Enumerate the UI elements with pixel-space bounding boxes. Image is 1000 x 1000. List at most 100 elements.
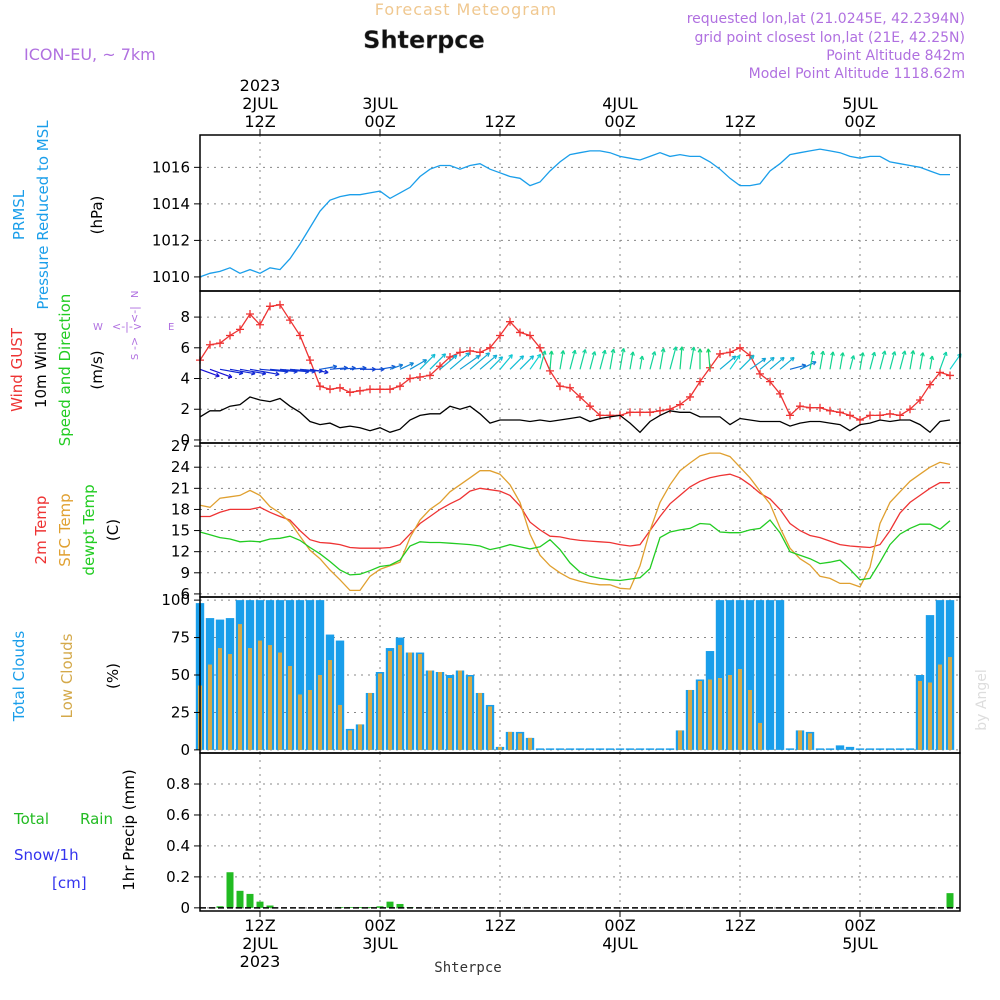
y-tick-label: 6 <box>180 339 190 357</box>
total-cloud-bar <box>715 600 725 750</box>
wind-arrow-head <box>475 354 481 360</box>
wind-arrow <box>639 355 643 370</box>
wind-arrow <box>579 349 586 370</box>
wind-arrow-head <box>465 352 471 357</box>
wind-arrow <box>219 368 244 374</box>
wind-arrow <box>649 351 656 370</box>
gust-marker <box>276 300 284 309</box>
pressure-ylabel: (hPa) <box>88 196 106 235</box>
gust-marker <box>666 405 674 414</box>
wind-arrow <box>449 352 470 370</box>
total-cloud-bar <box>335 640 345 750</box>
gust-marker <box>246 310 254 319</box>
gust-marker <box>926 380 934 389</box>
low-cloud-bar <box>438 672 442 750</box>
series-line <box>200 473 950 549</box>
gust-marker <box>396 382 404 391</box>
y-tick-label: 0 <box>180 431 190 449</box>
compass-n: N <box>130 291 141 298</box>
wind-arrow <box>409 359 427 370</box>
snow-label: Snow/1h <box>14 846 79 864</box>
x-tick-label-bottom: 4JUL <box>602 934 638 953</box>
x-tick-label-top: 12Z <box>244 112 275 131</box>
wind-arrow-head <box>630 351 635 356</box>
wind-arrow-head <box>812 360 817 366</box>
y-tick-label: 8 <box>180 308 190 326</box>
total-cloud-bar <box>575 748 585 750</box>
wind-arrow-head <box>850 355 856 360</box>
wind-arrow <box>769 357 785 370</box>
wind-arrow-head <box>422 359 428 364</box>
wind-arrow-head <box>536 353 542 359</box>
gust-marker <box>426 371 434 380</box>
x-tick-label-top: 2023 <box>240 76 281 95</box>
x-tick-label-bottom: 5JUL <box>842 934 878 953</box>
x-tick-label-top: 12Z <box>724 112 755 131</box>
wind-arrow <box>419 353 436 370</box>
compass-arrows: <-|-> <box>112 320 142 333</box>
gust-marker <box>366 385 374 394</box>
gust-marker <box>356 386 364 395</box>
gust-marker <box>656 406 664 415</box>
panel-frame <box>199 752 961 912</box>
info-model-altitude: Model Point Altitude 1118.62m <box>749 66 965 82</box>
gust-marker <box>226 331 234 340</box>
gust-marker <box>456 348 464 357</box>
data-marks-layer <box>195 148 962 909</box>
wind-arrow <box>529 353 542 370</box>
series-line <box>199 304 951 421</box>
low-clouds-label: Low Clouds <box>58 633 76 718</box>
wind-arrow <box>349 367 367 370</box>
low-cloud-bar <box>208 664 212 750</box>
gust-marker <box>236 325 244 334</box>
series-line <box>199 452 951 592</box>
compass-s: S <box>130 354 141 360</box>
low-cloud-bar <box>808 733 812 750</box>
gust-marker <box>946 371 954 380</box>
wind-arrow-head <box>441 353 447 358</box>
x-tick-label-bottom: 3JUL <box>362 934 398 953</box>
wind-arrow <box>569 350 576 370</box>
low-cloud-bar <box>338 704 342 750</box>
wind-arrow <box>659 348 665 370</box>
gust-marker <box>326 385 334 394</box>
wind-arrow-head <box>735 354 741 360</box>
gust-marker <box>486 343 494 352</box>
low-cloud-bar <box>278 652 282 750</box>
y-tick-label: 0.4 <box>166 837 190 855</box>
wind-arrow-head <box>859 352 865 357</box>
y-tick-label: 1010 <box>152 268 190 286</box>
low-cloud-bar <box>708 679 712 750</box>
low-cloud-bar <box>798 730 802 750</box>
wind-arrow-head <box>492 354 498 360</box>
wind-arrow <box>289 368 316 373</box>
temp-label: 2m Temp <box>32 496 50 565</box>
wind-arrow <box>339 367 356 370</box>
gust-marker <box>626 408 634 417</box>
precip-bar <box>386 901 394 908</box>
wind-arrow-head <box>548 350 554 355</box>
wind-arrow-head <box>215 372 220 378</box>
wind-arrow <box>707 348 711 370</box>
wind-arrow <box>379 366 396 370</box>
low-cloud-bar <box>248 648 252 750</box>
gust-marker <box>676 400 684 409</box>
wind-arrow-head <box>910 350 916 355</box>
panel-frames-layer <box>199 134 961 912</box>
gust-marker <box>876 411 884 420</box>
total-cloud-bar <box>635 748 645 750</box>
low-cloud-bar <box>348 730 352 750</box>
y-tick-label: 25 <box>171 703 190 721</box>
wind-arrow <box>859 352 864 370</box>
gust-marker <box>286 316 294 325</box>
total-cloud-bar <box>865 748 875 750</box>
total-cloud-bar <box>595 748 605 750</box>
wind-arrow <box>229 368 256 375</box>
low-cloud-bar <box>398 645 402 750</box>
wind-arrow-head <box>275 371 280 377</box>
total-cloud-bar <box>755 600 765 750</box>
gust-marker <box>716 349 724 358</box>
gust-marker <box>586 402 594 411</box>
wind-arrow <box>459 355 481 370</box>
